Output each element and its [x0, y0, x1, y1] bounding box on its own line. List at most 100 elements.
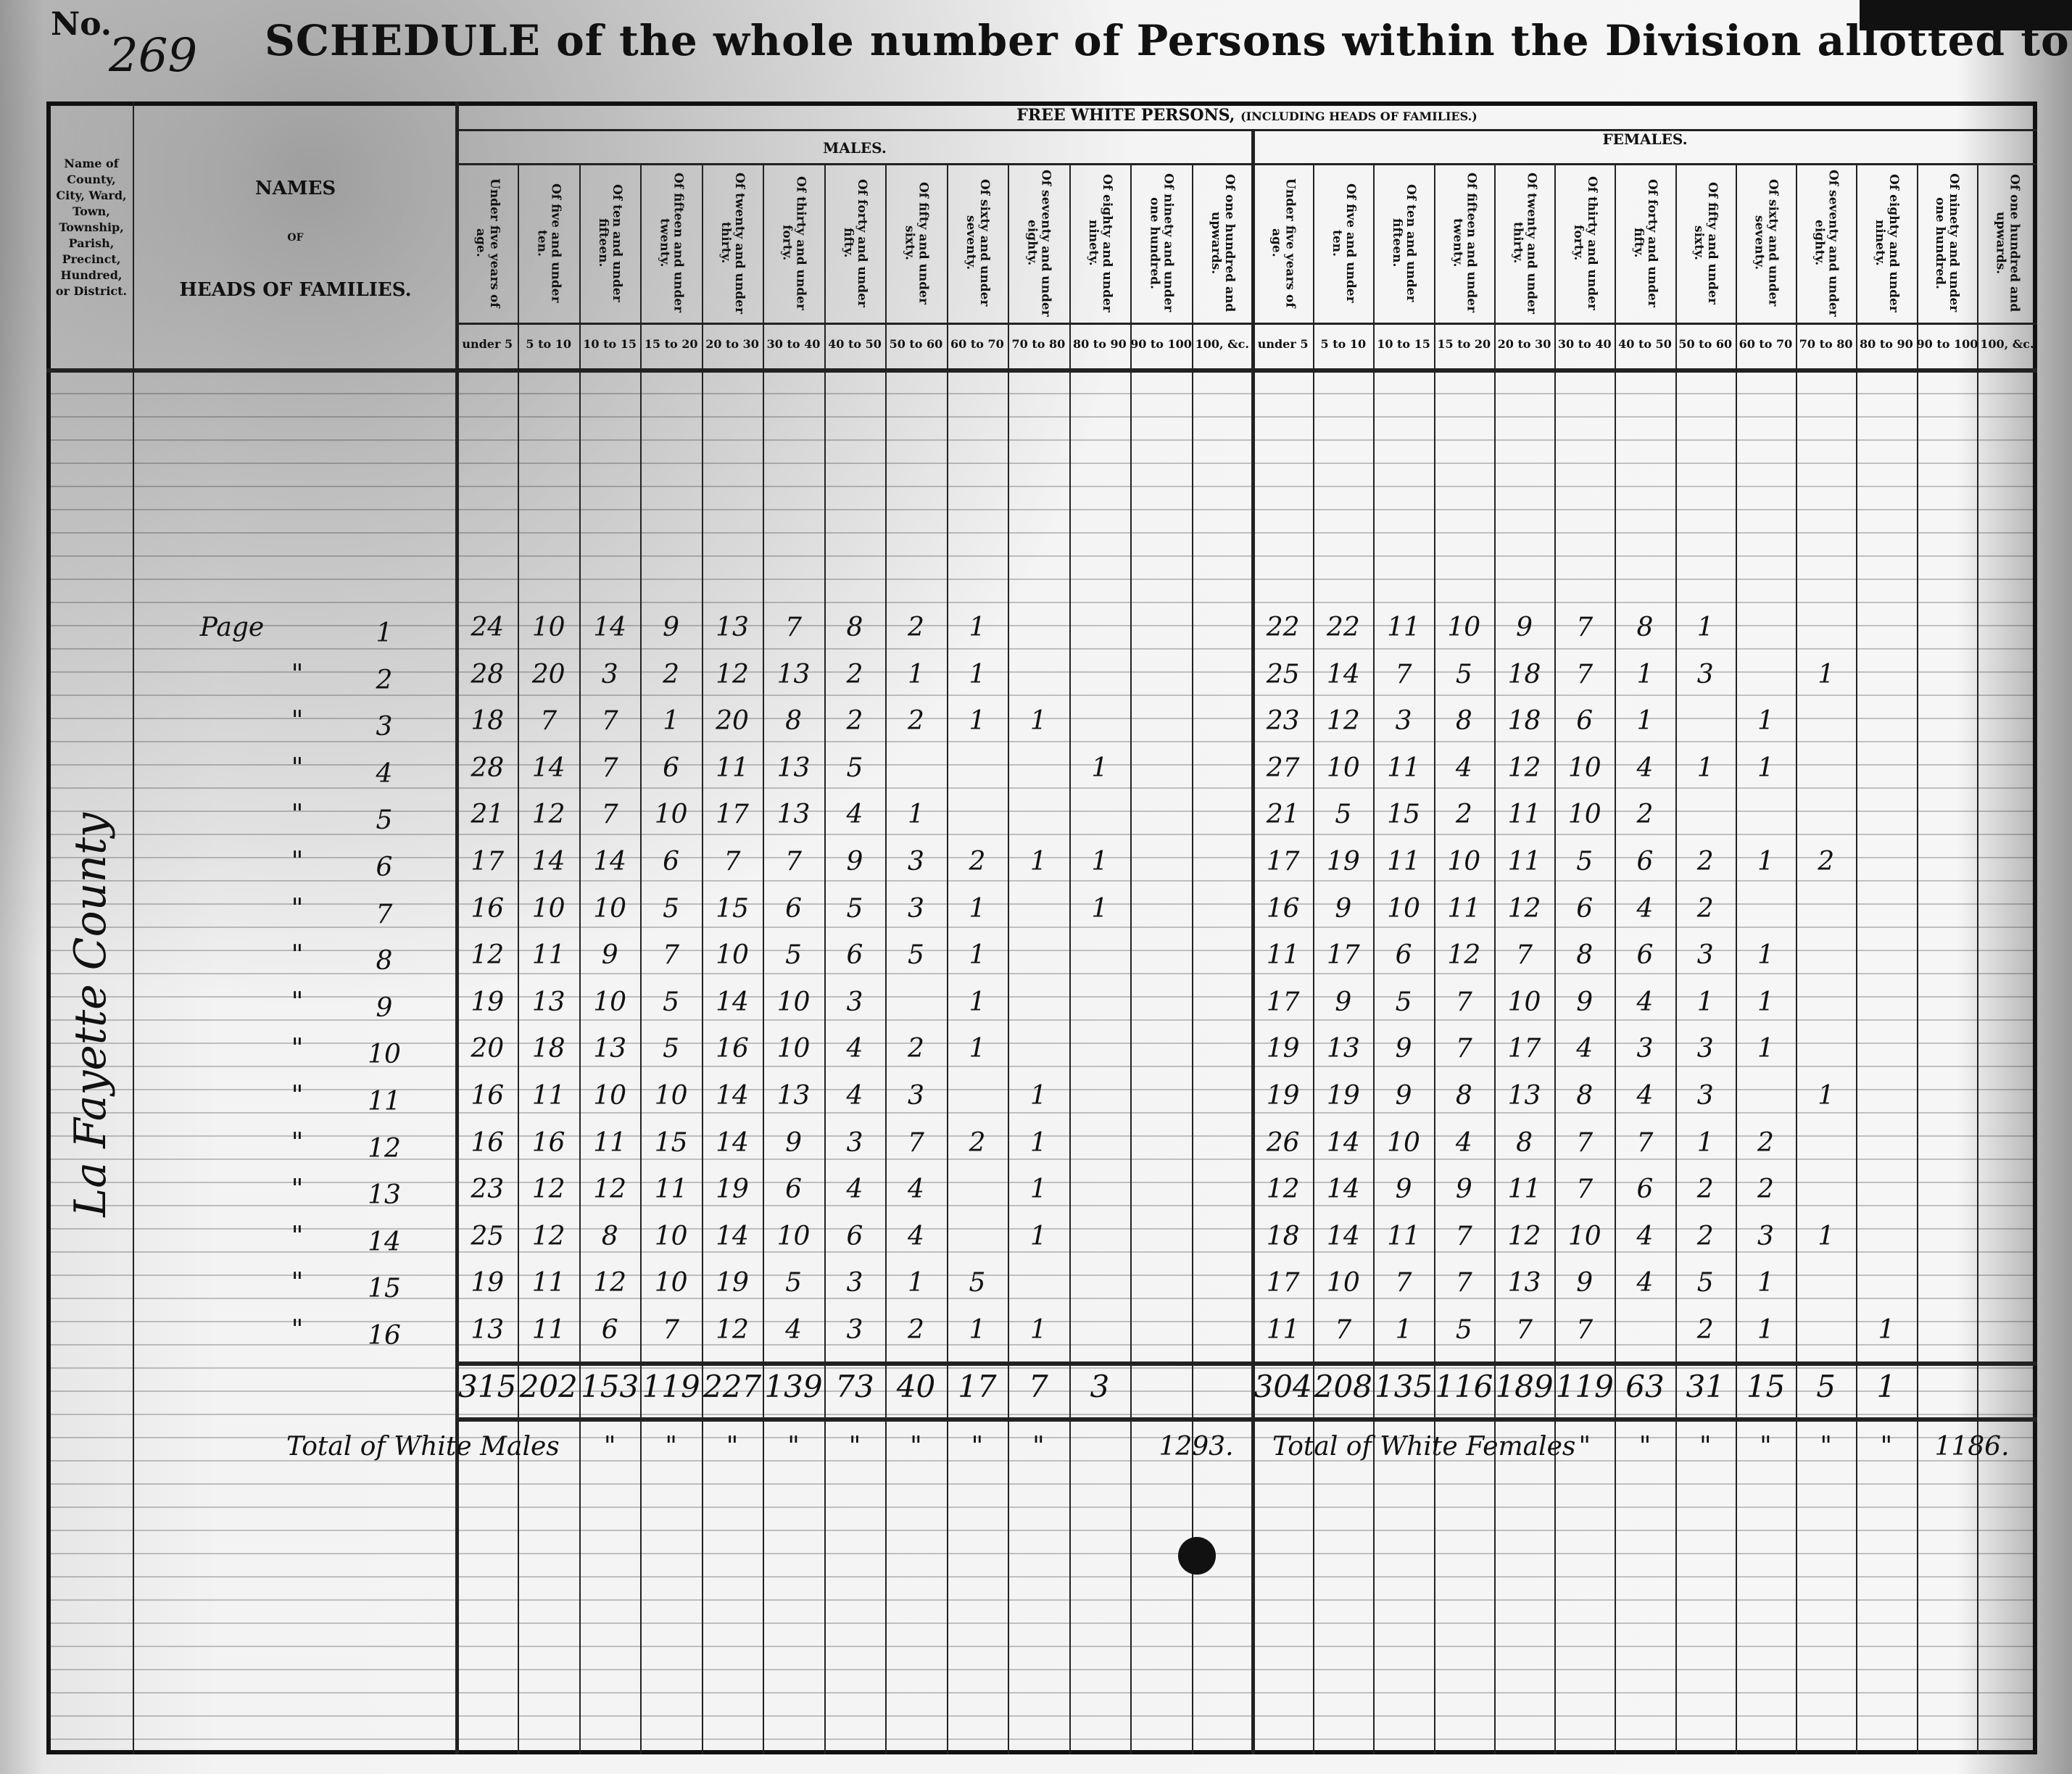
- female-count-cell: 18: [1266, 1221, 1300, 1251]
- male-count-cell: 10: [654, 800, 688, 830]
- age-column-header: Of ninety and under one hundred.: [1130, 167, 1191, 319]
- line-number: 11: [368, 1087, 401, 1116]
- header-divider: [457, 323, 2037, 325]
- column-divider: [1433, 163, 1435, 1754]
- male-count-cell: 19: [716, 1174, 749, 1205]
- female-count-cell: 23: [1266, 706, 1300, 737]
- male-count-cell: 2: [907, 706, 924, 737]
- male-count-cell: 12: [593, 1268, 627, 1298]
- male-count-cell: 3: [907, 1081, 924, 1111]
- female-count-cell: 27: [1266, 753, 1300, 783]
- age-range-label: under 5: [1257, 337, 1309, 351]
- age-column-header: Of twenty and under thirty.: [702, 167, 763, 319]
- age-column-label: Of fifty and under sixty.: [1691, 181, 1720, 304]
- line-number: 4: [376, 758, 393, 789]
- female-count-cell: 3: [1696, 1081, 1714, 1111]
- age-range-label: 20 to 30: [1497, 337, 1551, 351]
- female-count-cell: 7: [1576, 1174, 1594, 1205]
- male-count-cell: 11: [716, 753, 749, 783]
- age-column-header: Of seventy and under eighty.: [1008, 167, 1069, 319]
- male-count-cell: 10: [531, 893, 565, 924]
- female-count-cell: 4: [1636, 893, 1654, 924]
- male-count-cell: 14: [593, 613, 627, 642]
- female-count-cell: 8: [1636, 613, 1654, 642]
- female-count-cell: 1: [1696, 987, 1714, 1017]
- female-count-cell: 9: [1576, 987, 1594, 1017]
- female-count-cell: 9: [1576, 1268, 1594, 1298]
- age-column-header: Of fifty and under sixty.: [885, 167, 946, 319]
- male-count-cell: 20: [716, 706, 749, 737]
- female-count-cell: 11: [1447, 893, 1481, 924]
- male-count-cell: 1: [1091, 753, 1108, 783]
- male-count-cell: 5: [785, 1268, 802, 1298]
- column-divider: [1251, 129, 1255, 1754]
- female-count-cell: 7: [1516, 940, 1533, 971]
- female-count-cell: 10: [1507, 987, 1541, 1017]
- age-column-header: Of forty and under fifty.: [1615, 167, 1675, 319]
- male-count-cell: 1: [907, 800, 924, 830]
- female-column-total: 116: [1435, 1369, 1493, 1404]
- column-divider: [579, 163, 581, 1754]
- female-column-total: 63: [1625, 1369, 1665, 1404]
- male-count-cell: 6: [663, 847, 680, 876]
- male-count-cell: 10: [593, 1081, 627, 1111]
- female-count-cell: 8: [1455, 706, 1472, 737]
- male-count-cell: 12: [471, 940, 505, 971]
- female-count-cell: 2: [1757, 1127, 1774, 1158]
- male-count-cell: 13: [776, 800, 811, 830]
- ditto-mark: ": [726, 1432, 739, 1462]
- female-count-cell: 19: [1266, 1081, 1300, 1111]
- header-bottom-rule: [46, 368, 2037, 373]
- male-count-cell: 24: [471, 613, 505, 642]
- total-white-females-label: Total of White Females: [1272, 1432, 1576, 1462]
- age-column-header: Of thirty and under forty.: [1554, 167, 1615, 319]
- column-divider: [1976, 163, 1978, 1754]
- male-count-cell: 7: [601, 706, 618, 737]
- head-of-family-name: ": [291, 753, 304, 783]
- male-count-cell: 11: [531, 940, 565, 971]
- age-range-label: 10 to 15: [583, 337, 637, 351]
- female-count-cell: 1: [1757, 753, 1774, 783]
- male-count-cell: 20: [471, 1034, 505, 1064]
- male-count-cell: 1: [969, 940, 986, 971]
- female-count-cell: 9: [1395, 1034, 1412, 1064]
- age-column-header: Of five and under ten.: [1313, 167, 1373, 319]
- female-count-cell: 13: [1507, 1081, 1541, 1111]
- female-count-cell: 14: [1326, 1127, 1360, 1158]
- female-count-cell: 1: [1818, 659, 1835, 689]
- male-count-cell: 3: [907, 847, 924, 876]
- female-count-cell: 4: [1636, 1268, 1654, 1298]
- age-column-header: Of one hundred and upwards.: [1977, 167, 2037, 319]
- female-count-cell: 8: [1516, 1127, 1533, 1158]
- female-count-cell: 12: [1507, 753, 1541, 783]
- male-count-cell: 3: [846, 1315, 863, 1345]
- age-range-label: 100, &c.: [1195, 337, 1249, 351]
- female-count-cell: 5: [1696, 1268, 1714, 1298]
- column-divider: [1493, 163, 1496, 1754]
- male-count-cell: 4: [907, 1174, 924, 1205]
- age-column-header: Of twenty and under thirty.: [1494, 167, 1554, 319]
- male-count-cell: 28: [471, 753, 505, 783]
- line-number: 6: [376, 853, 393, 882]
- male-count-cell: 8: [846, 613, 863, 642]
- male-count-cell: 9: [663, 613, 680, 642]
- female-count-cell: 7: [1576, 659, 1594, 689]
- male-count-cell: 19: [471, 987, 505, 1017]
- group-title: FREE WHITE PERSONS,: [1016, 106, 1235, 125]
- female-column-total: 189: [1495, 1369, 1554, 1404]
- male-count-cell: 14: [716, 987, 749, 1017]
- female-count-cell: 1: [1757, 987, 1774, 1017]
- female-count-cell: 5: [1455, 1315, 1472, 1345]
- male-column-total: 139: [764, 1369, 823, 1404]
- female-count-cell: 17: [1266, 847, 1300, 876]
- male-count-cell: 14: [716, 1127, 749, 1158]
- female-count-cell: 9: [1395, 1174, 1412, 1205]
- male-count-cell: 7: [785, 613, 802, 642]
- head-of-family-name: ": [291, 1034, 304, 1064]
- male-count-cell: 19: [471, 1268, 505, 1298]
- male-column-total: 40: [896, 1369, 936, 1404]
- female-count-cell: 12: [1507, 1221, 1541, 1251]
- age-column-header: Of eighty and under ninety.: [1069, 167, 1130, 319]
- ditto-mark: ": [665, 1432, 677, 1462]
- male-count-cell: 8: [785, 706, 802, 737]
